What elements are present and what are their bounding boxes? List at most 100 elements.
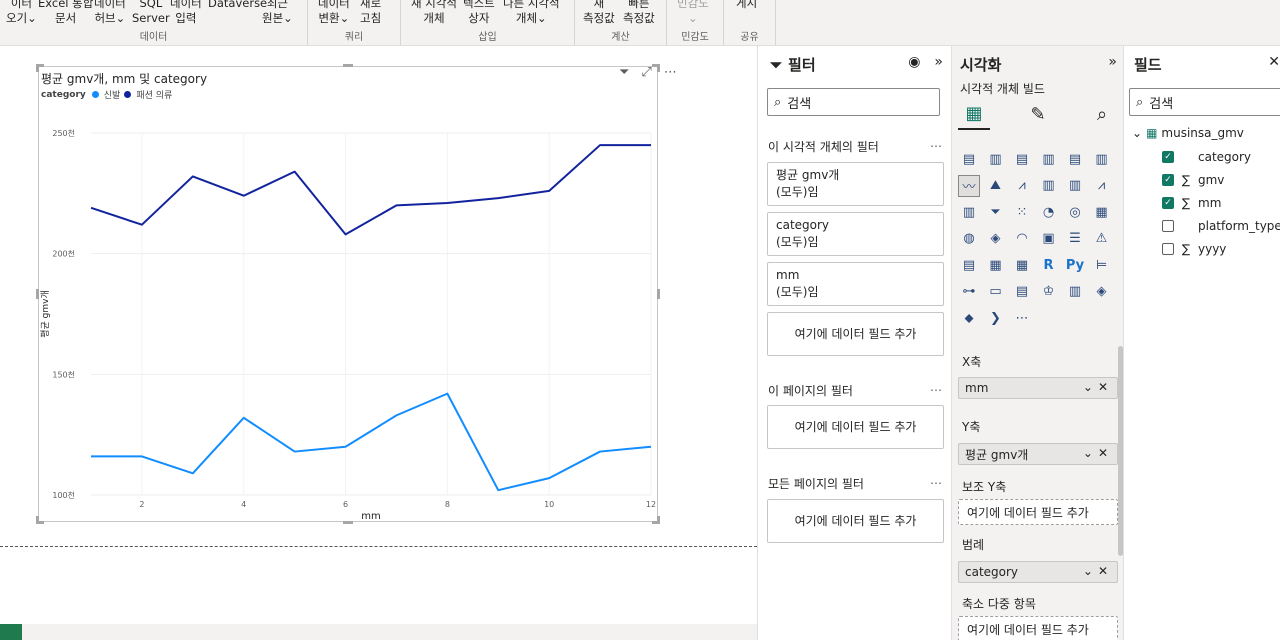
ribbon-button[interactable]: 게시 [736,0,757,11]
multirow-card-icon[interactable]: ☰ [1069,231,1081,246]
map-icon[interactable]: ◍ [963,231,975,246]
goals-icon[interactable]: ♔ [1042,284,1055,299]
legend-field[interactable]: category ⌄✕ [958,561,1118,583]
format-visual-tab[interactable]: ✎ [1022,98,1054,130]
ribbon-button[interactable]: 빠른 측정값 [623,0,655,26]
100-bar-icon[interactable]: ▤ [1068,151,1082,167]
resize-handle[interactable] [652,521,660,524]
power-automate-icon[interactable]: ❯ [990,310,1001,326]
more-options-icon[interactable]: … [930,136,942,150]
resize-handle[interactable] [36,64,44,67]
resize-handle[interactable] [657,289,660,299]
field-item-yyyy[interactable]: ∑ yyyy [1162,240,1226,258]
analytics-tab[interactable]: ⌕ [1086,98,1118,130]
field-item-gmv[interactable]: ✓ ∑ gmv [1162,171,1224,189]
resize-handle[interactable] [36,289,39,299]
filter-search-input[interactable]: ⌕ 검색 [767,88,940,116]
ribbon-button[interactable]: 민감도 ⌄ [677,0,709,26]
line-column-icon[interactable]: ▥ [1042,178,1055,193]
filter-card-gmv[interactable]: 평균 gmv개 (모두)임 [767,162,944,206]
ribbon-button[interactable]: 다른 시각적 개체⌄ [503,0,560,26]
secondary-y-axis-well[interactable]: 여기에 데이터 필드 추가 [958,499,1118,525]
close-icon[interactable]: ✕ [1268,54,1280,70]
ribbon-chart-icon[interactable]: ⩘ [1097,178,1106,193]
filter-card-mm[interactable]: mm (모두)임 [767,262,944,306]
scatter-chart-icon[interactable]: ⁙ [1016,204,1028,220]
table-node[interactable]: ⌄ ▦ musinsa_gmv [1132,126,1244,140]
field-item-platform_type[interactable]: platform_type [1162,217,1280,235]
chevron-down-icon[interactable]: ⌄ [1132,126,1143,140]
ribbon-button[interactable]: 최근 원본⌄ [262,0,293,26]
ribbon-button[interactable]: 데이터 변환⌄ [318,0,350,26]
100-column-icon[interactable]: ▥ [1095,151,1108,167]
matrix-icon[interactable]: ▦ [1015,257,1029,273]
pie-chart-icon[interactable]: ◔ [1042,204,1055,220]
stacked-bar-icon[interactable]: ▤ [962,151,976,167]
more-options-icon[interactable]: ⋯ [663,65,677,80]
filter-card-category[interactable]: category (모두)임 [767,212,944,256]
donut-chart-icon[interactable]: ◎ [1069,204,1081,220]
slicer-icon[interactable]: ▤ [962,257,976,273]
stacked-column-icon[interactable]: ▥ [989,151,1002,167]
field-item-category[interactable]: ✓ category [1162,148,1251,166]
small-multiples-well[interactable]: 여기에 데이터 필드 추가 [958,616,1118,640]
resize-handle[interactable] [36,64,39,72]
y-axis-field[interactable]: 평균 gmv개 ⌄✕ [958,443,1118,465]
waterfall-icon[interactable]: ▥ [962,204,976,220]
filled-map-icon[interactable]: ◈ [990,231,1001,246]
field-checkbox[interactable] [1162,220,1174,232]
field-checkbox[interactable]: ✓ [1162,197,1174,209]
arcgis-icon[interactable]: ◈ [1096,284,1107,299]
field-checkbox[interactable] [1162,243,1174,255]
well-field-controls[interactable]: ⌄✕ [1082,380,1113,394]
well-field-controls[interactable]: ⌄✕ [1082,564,1113,578]
funnel-chart-icon[interactable]: ⏷ [990,204,1001,220]
line-chart-icon[interactable]: 〰 [958,174,980,197]
resize-handle[interactable] [657,64,660,72]
add-visual-filter-well[interactable]: 여기에 데이터 필드 추가 [767,312,944,356]
add-page-filter-well[interactable]: 여기에 데이터 필드 추가 [767,405,944,449]
clustered-bar-icon[interactable]: ▤ [1015,151,1029,167]
power-apps-icon[interactable]: ⬥ [964,310,974,326]
card-icon[interactable]: ▣ [1042,231,1055,246]
ribbon-button[interactable]: Excel 통합 문서 [38,0,93,26]
legend-item[interactable]: 패션 의류 [136,91,173,101]
resize-handle[interactable] [657,516,660,524]
area-chart-icon[interactable]: ⛰ [990,178,1001,193]
more-visuals-icon[interactable]: ⋯ [1015,310,1029,326]
qa-icon[interactable]: ▭ [989,284,1002,299]
more-options-icon[interactable]: … [930,380,942,394]
gauge-icon[interactable]: ◠ [1016,231,1028,246]
legend-item[interactable]: 신발 [103,91,121,101]
report-canvas[interactable]: ⏷ ⤢ ⋯ 평균 gmv개, mm 및 category category 신발 [0,46,757,640]
resize-handle[interactable] [36,521,44,524]
resize-handle[interactable] [343,521,353,524]
treemap-icon[interactable]: ▦ [1095,204,1108,220]
field-checkbox[interactable]: ✓ [1162,174,1174,186]
resize-handle[interactable] [36,516,39,524]
smart-narrative-icon[interactable]: ▤ [1015,284,1029,299]
ribbon-button[interactable]: 데이터 허브⌄ [94,0,126,26]
filter-icon[interactable]: ⏷ [619,65,630,80]
table-icon[interactable]: ▦ [989,257,1002,273]
page-tab-indicator[interactable] [0,624,22,640]
ribbon-button[interactable]: 텍스트 상자 [463,0,495,26]
resize-handle[interactable] [343,64,353,67]
clustered-column-icon[interactable]: ▥ [1042,151,1055,167]
kpi-icon[interactable]: ⚠ [1095,231,1108,246]
ribbon-button[interactable]: SQL Server [132,0,170,26]
decomposition-tree-icon[interactable]: ⊶ [962,284,976,299]
fields-search-input[interactable]: ⌕ 검색 [1129,88,1280,116]
eye-icon[interactable]: ◉ [908,54,921,70]
r-visual-icon[interactable]: R [1043,257,1054,273]
ribbon-button[interactable]: 새 시각적 개체 [411,0,457,26]
ribbon-button[interactable]: Dataverse [208,0,267,11]
key-influencers-icon[interactable]: ⊨ [1095,257,1108,273]
well-field-controls[interactable]: ⌄✕ [1082,446,1113,460]
x-axis-field[interactable]: mm ⌄✕ [958,377,1118,399]
viz-pane-scrollbar[interactable] [1118,346,1123,556]
resize-handle[interactable] [652,64,660,67]
field-checkbox[interactable]: ✓ [1162,151,1174,163]
line-clustered-icon[interactable]: ▥ [1068,178,1082,193]
collapse-icon[interactable]: » [934,54,943,70]
